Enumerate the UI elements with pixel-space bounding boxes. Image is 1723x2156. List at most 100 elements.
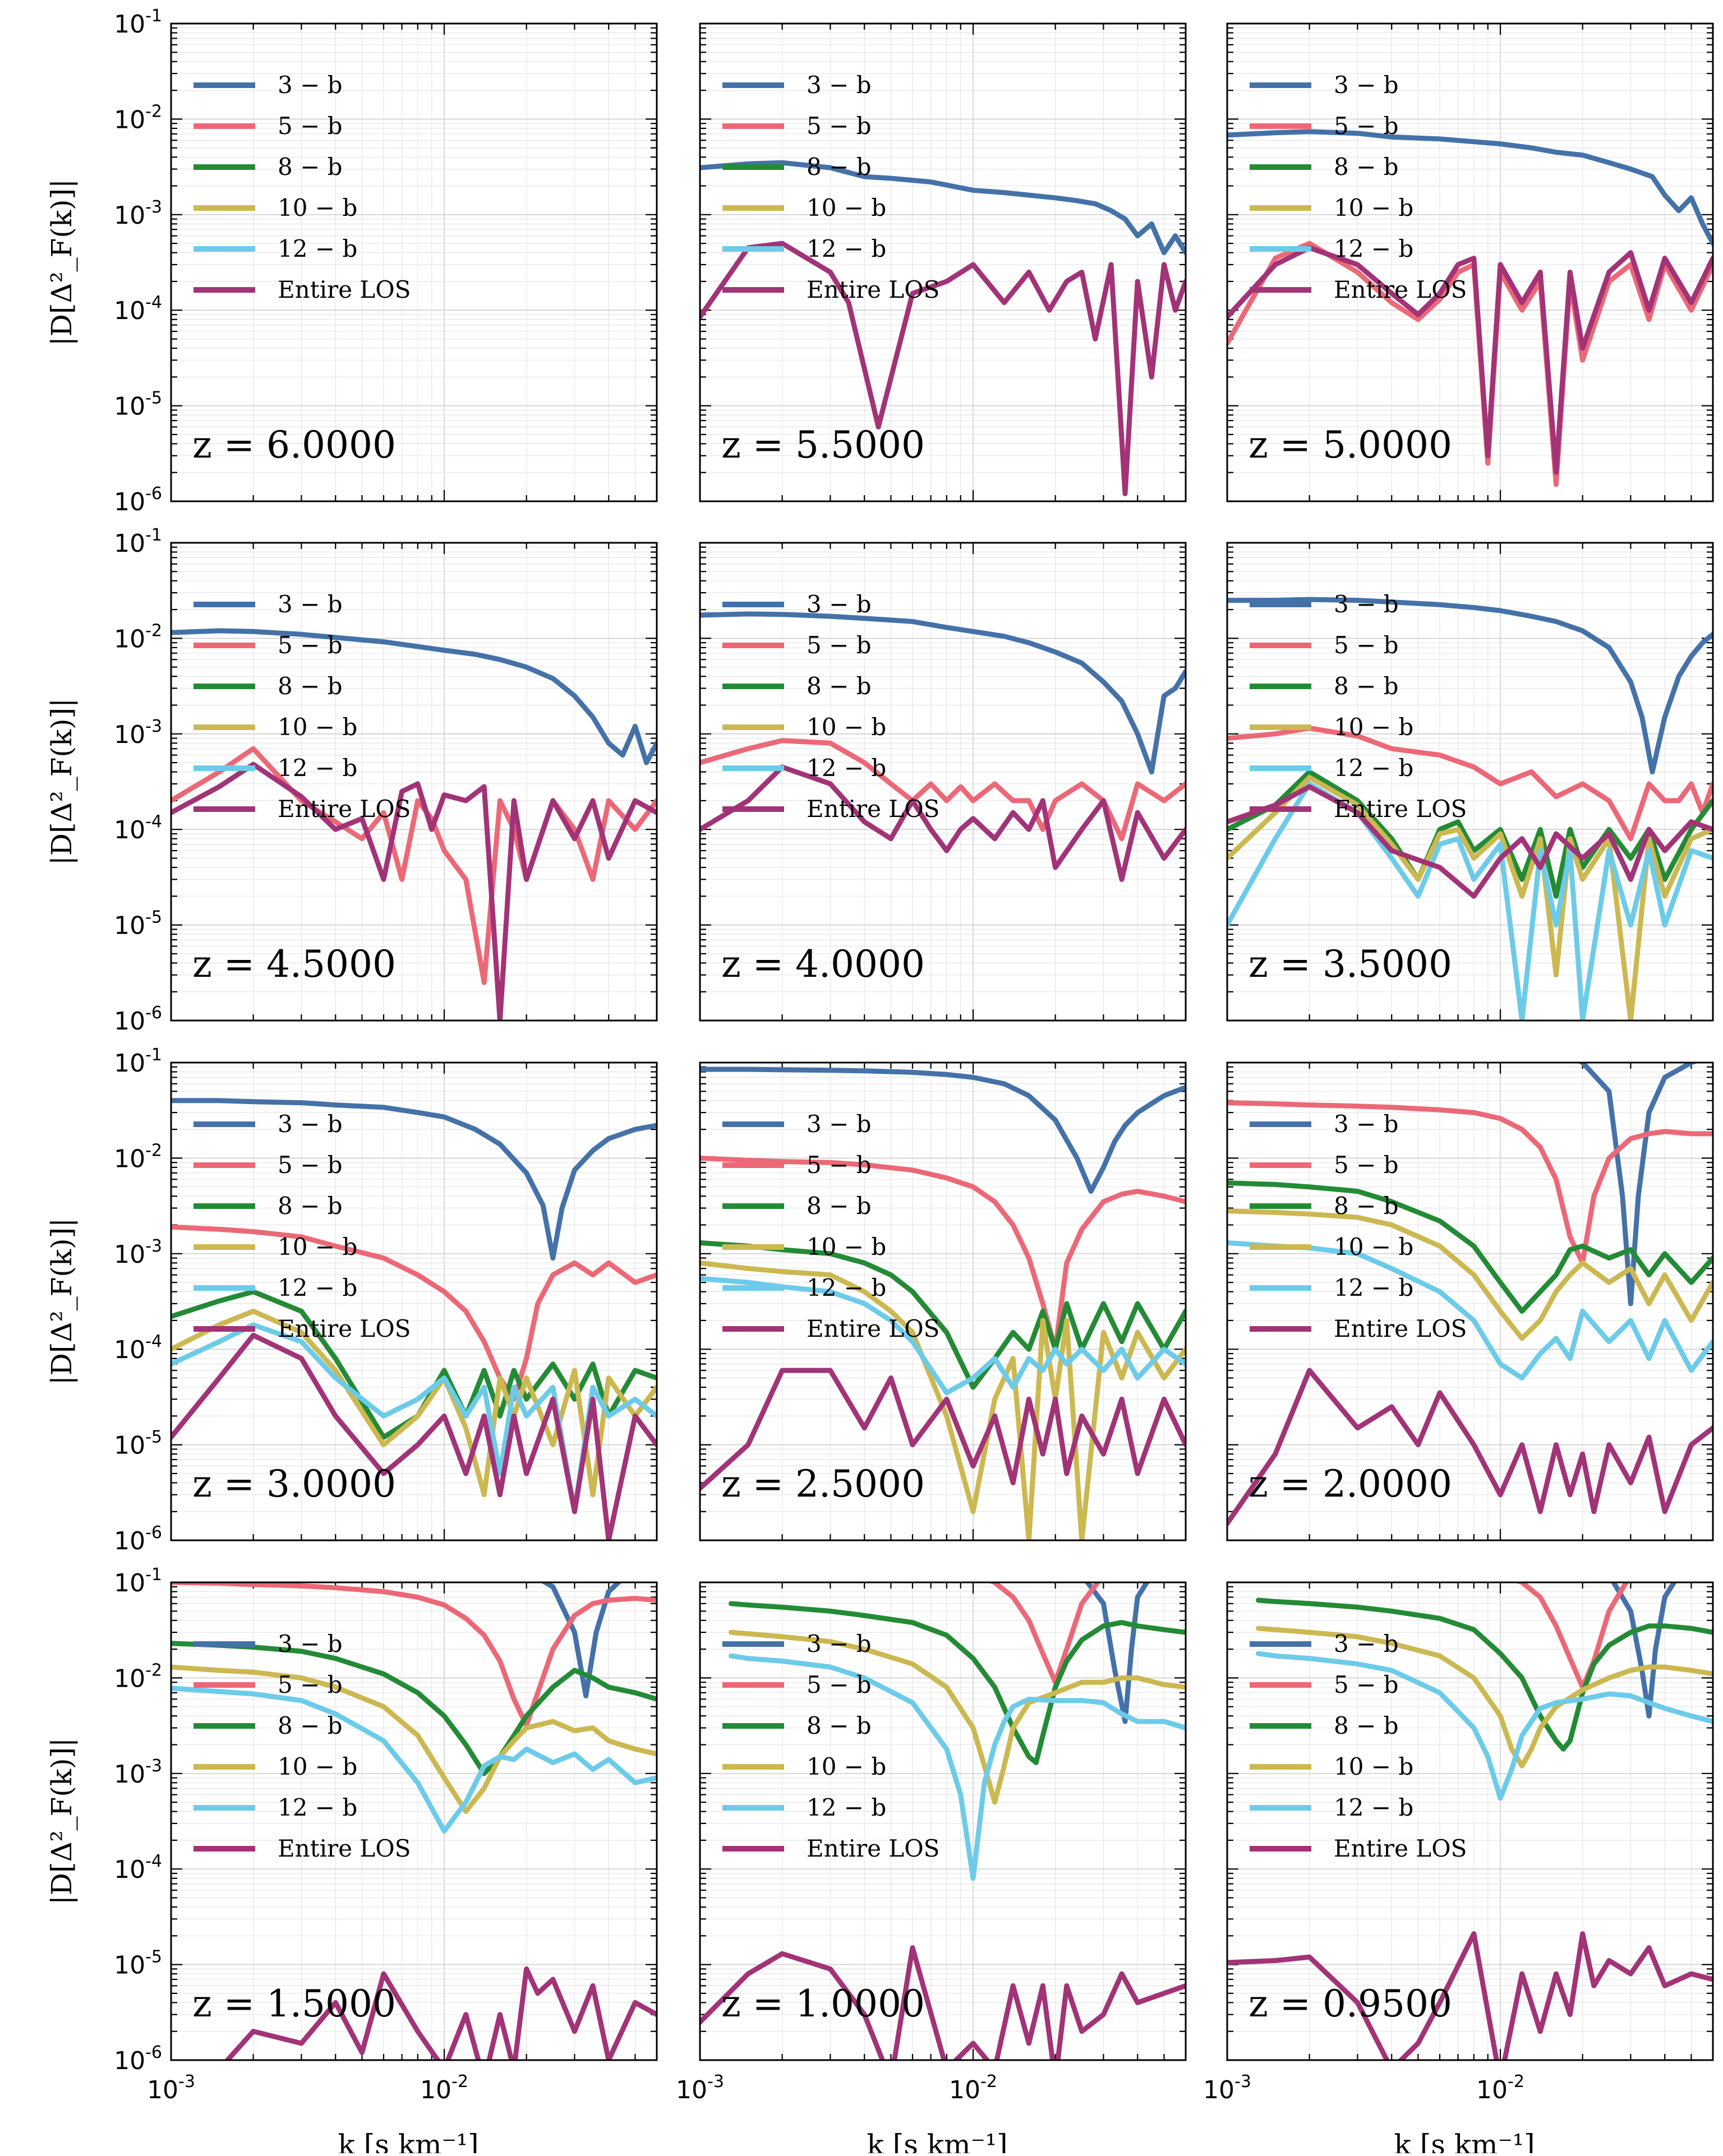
series-line-12-b	[700, 1276, 1186, 1396]
y-tick-label: 10-2	[114, 1141, 162, 1173]
series-line-entire-los	[1227, 784, 1713, 899]
plot-frame	[170, 1581, 658, 2061]
series-line-5-b	[1227, 241, 1713, 487]
y-tick-label: 10-6	[114, 1523, 162, 1555]
legend-label: 10 − b	[807, 1753, 886, 1780]
redshift-label: z = 4.0000	[721, 943, 925, 986]
series-group	[1227, 1063, 1713, 1526]
legend-label: 8 − b	[278, 153, 343, 181]
legend-label: 10 − b	[807, 1233, 886, 1261]
panel-z5.0: 3 − b 5 − b 8 − b 10 − b 12 − b Entire LOS z =…	[1226, 22, 1714, 502]
legend-label: 5 − b	[807, 112, 872, 140]
legend: 3 − b 5 − b 8 − b 10 − b 12 − b Entire LOS	[194, 590, 411, 823]
legend-label: Entire LOS	[1334, 1835, 1467, 1862]
y-tick-label: 10-6	[114, 1003, 162, 1036]
legend-label: 12 − b	[1334, 1274, 1413, 1301]
series-line-entire-los	[700, 1945, 1186, 2060]
panel-z1.0: 3 − b 5 − b 8 − b 10 − b 12 − b Entire LOS z =…	[676, 1581, 1187, 2156]
legend-label: 3 − b	[807, 1630, 872, 1658]
series-line-8-b	[729, 1601, 1186, 1765]
legend-label: 5 − b	[1334, 631, 1399, 659]
legend-label: Entire LOS	[1334, 795, 1467, 823]
series-line-entire-los	[171, 761, 657, 1021]
legend-label: 10 − b	[1334, 1233, 1413, 1261]
y-tick-label: 10-4	[114, 1332, 162, 1364]
legend-label: 5 − b	[807, 631, 872, 659]
legend-label: 8 − b	[278, 1192, 343, 1220]
series-line-12-b	[171, 1686, 657, 1834]
legend-label: Entire LOS	[807, 1835, 939, 1862]
legend-label: 10 − b	[278, 1753, 357, 1780]
panel-z4.0: 3 − b 5 − b 8 − b 10 − b 12 − b Entire LOS z =…	[699, 542, 1187, 1022]
y-tick-label: 10-2	[114, 101, 162, 134]
redshift-label: z = 1.0000	[721, 1982, 925, 2025]
series-line-entire-los	[171, 1332, 657, 1540]
series-line-entire-los	[1227, 1368, 1713, 1526]
series-line-10-b	[1256, 1626, 1713, 1769]
y-axis-label: |D[Δ²_F(k)]|	[45, 1218, 78, 1385]
legend: 3 − b 5 − b 8 − b 10 − b 12 − b Entire LOS	[722, 1110, 939, 1342]
legend-label: 5 − b	[807, 1151, 872, 1179]
x-tick-label: 10-2	[949, 2072, 997, 2104]
y-tick-label: 10-1	[114, 6, 162, 39]
legend-label: Entire LOS	[278, 276, 411, 303]
legend-label: 8 − b	[807, 1712, 872, 1739]
legend: 3 − b 5 − b 8 − b 10 − b 12 − b Entire LOS	[194, 71, 411, 303]
series-line-12-b	[729, 1653, 1186, 1881]
x-tick-label: 10-3	[147, 2072, 195, 2104]
legend-label: 5 − b	[1334, 112, 1399, 140]
legend: 3 − b 5 − b 8 − b 10 − b 12 − b Entire LOS	[722, 71, 939, 303]
redshift-label: z = 0.9500	[1249, 1982, 1452, 2025]
x-tick-label: 10-3	[1203, 2072, 1251, 2104]
legend-label: 10 − b	[1334, 1753, 1413, 1780]
series-line-10-b	[700, 1260, 1186, 1540]
legend-label: 10 − b	[278, 1233, 357, 1261]
series-line-3-b	[171, 1098, 657, 1261]
series-group	[700, 160, 1186, 496]
legend-label: 12 − b	[807, 1794, 886, 1821]
redshift-label: z = 1.5000	[192, 1982, 396, 2025]
plot-frame	[1226, 1061, 1714, 1541]
panel-z4.5: 3 − b 5 − b 8 − b 10 − b 12 − b Entire LOS z =…	[45, 525, 658, 1036]
series-line-12-b	[1227, 1240, 1713, 1381]
series-line-entire-los	[700, 764, 1186, 882]
redshift-label: z = 4.5000	[192, 943, 396, 986]
legend: 3 − b 5 − b 8 − b 10 − b 12 − b Entire LOS	[722, 590, 939, 823]
legend-label: 3 − b	[807, 71, 872, 99]
series-group	[171, 1582, 657, 2060]
legend-label: 12 − b	[1334, 754, 1413, 782]
y-axis-label: |D[Δ²_F(k)]|	[45, 698, 78, 865]
legend-label: 10 − b	[1334, 194, 1413, 221]
plot-frame	[170, 1061, 658, 1541]
series-line-3-b	[1084, 1582, 1150, 1724]
redshift-label: z = 2.5000	[721, 1462, 925, 1506]
plot-frame	[170, 542, 658, 1022]
series-line-5-b	[1227, 1100, 1713, 1266]
legend-label: 12 − b	[278, 235, 357, 262]
legend-label: 12 − b	[278, 754, 357, 782]
redshift-label: z = 5.5000	[721, 423, 925, 467]
series-group	[1227, 1582, 1713, 2060]
legend-label: Entire LOS	[1334, 1315, 1467, 1342]
y-tick-label: 10-5	[114, 1428, 162, 1460]
x-tick-label: 10-2	[1476, 2072, 1524, 2104]
series-line-5-b	[1227, 726, 1713, 842]
x-axis-label: k [s km⁻¹]	[867, 2129, 1008, 2153]
series-line-10-b	[1227, 1208, 1713, 1341]
panel-z5.5: 3 − b 5 − b 8 − b 10 − b 12 − b Entire LOS z =…	[699, 22, 1187, 502]
redshift-label: z = 6.0000	[192, 423, 396, 467]
plot-frame	[699, 542, 1187, 1022]
plot-frame	[1226, 542, 1714, 1022]
legend-label: 8 − b	[1334, 672, 1399, 700]
legend-label: 3 − b	[278, 71, 343, 99]
series-group	[1227, 129, 1713, 487]
legend-label: 12 − b	[807, 1274, 886, 1301]
series-line-5-b	[171, 1582, 657, 1728]
legend-label: 3 − b	[278, 1630, 343, 1658]
y-tick-label: 10-1	[114, 525, 162, 558]
legend: 3 − b 5 − b 8 − b 10 − b 12 − b Entire LOS	[1250, 1110, 1467, 1342]
series-group	[700, 1582, 1186, 2060]
legend-label: Entire LOS	[278, 1315, 411, 1342]
